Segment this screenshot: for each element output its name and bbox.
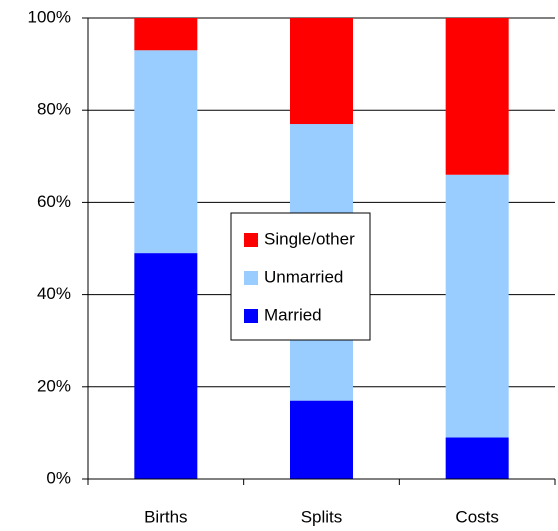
y-tick-label: 100% bbox=[28, 7, 71, 26]
legend-label: Single/other bbox=[264, 229, 355, 248]
legend-label: Unmarried bbox=[264, 267, 343, 286]
bar-segment bbox=[445, 174, 509, 438]
x-tick-label: Births bbox=[144, 507, 187, 526]
x-tick-label: Costs bbox=[455, 507, 498, 526]
bar-segment bbox=[134, 18, 198, 51]
bar-segment bbox=[290, 400, 353, 479]
legend-label: Married bbox=[264, 305, 322, 324]
legend-swatch bbox=[244, 271, 258, 285]
legend: Single/other Unmarried Married bbox=[230, 212, 371, 341]
y-tick-label: 60% bbox=[37, 192, 71, 211]
bar-segment bbox=[134, 253, 198, 479]
bar-segment bbox=[134, 50, 198, 254]
legend-swatch bbox=[244, 309, 258, 323]
y-tick-label: 40% bbox=[37, 284, 71, 303]
bar-segment bbox=[290, 18, 353, 125]
bar-segment bbox=[445, 437, 509, 479]
x-tick-label: Splits bbox=[301, 507, 343, 526]
bar-segment bbox=[445, 18, 509, 175]
y-tick-label: 80% bbox=[37, 100, 71, 119]
legend-swatch bbox=[244, 233, 258, 247]
y-tick-label: 0% bbox=[46, 468, 71, 487]
y-tick-label: 20% bbox=[37, 376, 71, 395]
